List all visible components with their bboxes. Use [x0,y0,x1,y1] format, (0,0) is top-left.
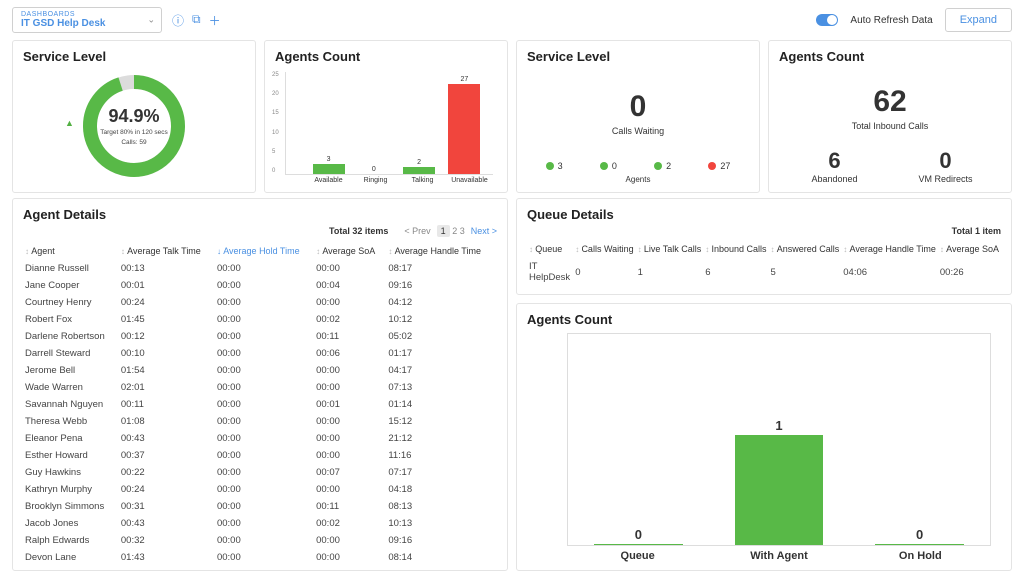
table-row[interactable]: Jerome Bell01:5400:0000:0004:17 [23,362,497,379]
panel-queue-details: Queue Details Total 1 item QueueCalls Wa… [516,198,1012,295]
calls-waiting-value: 0 [630,90,647,124]
card-title: Service Level [527,49,749,64]
col-agent[interactable]: Agent [23,242,119,260]
card-title: Service Level [23,49,245,64]
table-row[interactable]: Darlene Robertson00:1200:0000:1105:02 [23,328,497,345]
up-triangle-icon: ▲ [65,118,74,128]
donut-calls-line: Calls: 59 [100,139,168,147]
inbound-calls-value: 62 [873,85,906,119]
bar-with-agent: 1 [716,418,843,545]
col-live-talk-calls[interactable]: Live Talk Calls [636,240,704,258]
col-average-soa[interactable]: Average SoA [938,240,1001,258]
inbound-calls-label: Total Inbound Calls [852,121,929,131]
calls-waiting-label: Calls Waiting [612,126,664,136]
panel-agents-count-chart: Agents Count 010 QueueWith AgentOn Hold [516,303,1012,571]
card-title: Agents Count [275,49,497,64]
dashboard-selector[interactable]: DASHBOARDS IT GSD Help Desk ⌄ [12,7,162,33]
table-row[interactable]: Jane Cooper00:0100:0000:0409:16 [23,277,497,294]
pager-page-3[interactable]: 3 [460,226,465,236]
expand-button[interactable]: Expand [945,8,1012,32]
metric-vm-redirects: 0VM Redirects [890,148,1001,184]
bar-on-hold: 0 [856,527,983,545]
col-average-handle-time[interactable]: Average Handle Time [841,240,938,258]
table-row[interactable]: Kathryn Murphy00:2400:0000:0004:18 [23,481,497,498]
card-title: Agents Count [779,49,1001,64]
panel-agent-details: Agent Details Total 32 items < Prev 1 2 … [12,198,508,571]
card-agents-count-bar: Agents Count 2520151050 30227 AvailableR… [264,40,508,193]
card-service-level: Service Level ▲ 94.9% Target 80% in 120 … [12,40,256,193]
table-row[interactable]: Darrell Steward00:1000:0000:0601:17 [23,345,497,362]
bar-unavailable: 27 [444,76,484,174]
metric-abandoned: 6Abandoned [779,148,890,184]
table-row[interactable]: Courtney Henry00:2400:0000:0004:12 [23,294,497,311]
table-row[interactable]: Savannah Nguyen00:1100:0000:0101:14 [23,396,497,413]
table-row[interactable]: Wade Warren02:0100:0000:0007:13 [23,379,497,396]
col-calls-waiting[interactable]: Calls Waiting [573,240,635,258]
auto-refresh-toggle[interactable] [816,14,838,26]
dashboard-selector-label: DASHBOARDS [21,11,153,18]
status-dot: 27 [708,161,730,171]
agent-table-pager: < Prev 1 2 3 Next > [404,226,497,236]
table-row[interactable]: Brooklyn Simmons00:3100:0000:1108:13 [23,498,497,515]
col-average-talk-time[interactable]: Average Talk Time [119,242,215,260]
panel-title: Queue Details [527,207,1001,222]
status-dot: 0 [600,161,617,171]
table-row[interactable]: Esther Howard00:3700:0000:0011:16 [23,447,497,464]
table-row[interactable]: Devon Lane01:4300:0000:0008:14 [23,549,497,566]
bar-talking: 2 [399,159,439,174]
col-queue[interactable]: Queue [527,240,573,258]
status-dot: 2 [654,161,671,171]
table-row[interactable]: Dianne Russell00:1300:0000:0008:17 [23,260,497,277]
topbar: DASHBOARDS IT GSD Help Desk ⌄ ⓘ ⧉ ＋ Auto… [0,0,1024,40]
pager-page-2[interactable]: 2 [452,226,457,236]
pager-next[interactable]: Next > [471,226,497,236]
queue-table-total: Total 1 item [527,226,1001,236]
table-row[interactable]: Guy Hawkins00:2200:0000:0707:17 [23,464,497,481]
table-row[interactable]: Eleanor Pena00:4300:0000:0021:12 [23,430,497,447]
bar-ringing: 0 [354,166,394,174]
card-inbound: Agents Count 62 Total Inbound Calls 6Aba… [768,40,1012,193]
queue-table: QueueCalls WaitingLive Talk CallsInbound… [527,240,1001,286]
add-icon[interactable]: ＋ [209,12,221,29]
donut-percent: 94.9% [100,106,168,127]
table-row[interactable]: IT HelpDesk016504:0600:26 [527,258,1001,286]
status-dot: 3 [546,161,563,171]
table-row[interactable]: Jacob Jones00:4300:0000:0210:13 [23,515,497,532]
col-average-hold-time[interactable]: Average Hold Time [215,242,314,260]
dashboard-selector-value: IT GSD Help Desk [21,18,153,29]
panel-title: Agent Details [23,207,497,222]
copy-icon[interactable]: ⧉ [192,12,201,29]
card-calls-waiting: Service Level 0 Calls Waiting 3 0 2 27 Agen… [516,40,760,193]
bar-queue: 0 [575,527,702,545]
table-row[interactable]: Robert Fox01:4500:0000:0210:12 [23,311,497,328]
auto-refresh-label: Auto Refresh Data [850,15,932,26]
panel-title: Agents Count [527,312,1001,327]
donut-target-line: Target 80% in 120 secs [100,129,168,137]
col-average-handle-time[interactable]: Average Handle Time [386,242,497,260]
pager-page-1[interactable]: 1 [437,225,450,237]
col-average-soa[interactable]: Average SoA [314,242,386,260]
col-answered-calls[interactable]: Answered Calls [769,240,842,258]
table-row[interactable]: Theresa Webb01:0800:0000:0015:12 [23,413,497,430]
col-inbound-calls[interactable]: Inbound Calls [703,240,768,258]
agents-label: Agents [527,175,749,184]
agent-table-total: Total 32 items [329,226,388,236]
chevron-down-icon: ⌄ [147,15,155,26]
bar-available: 3 [309,156,349,174]
pager-prev[interactable]: < Prev [404,226,430,236]
table-row[interactable]: Ralph Edwards00:3200:0000:0009:16 [23,532,497,549]
info-icon[interactable]: ⓘ [172,12,184,29]
agent-table: AgentAverage Talk TimeAverage Hold TimeA… [23,242,497,566]
